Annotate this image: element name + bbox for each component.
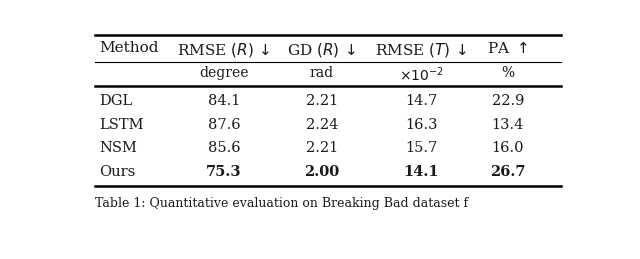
Text: DGL: DGL	[99, 94, 132, 108]
Text: 2.21: 2.21	[306, 94, 338, 108]
Text: Table 1: Quantitative evaluation on Breaking Bad dataset f: Table 1: Quantitative evaluation on Brea…	[95, 197, 468, 210]
Text: RMSE $(R)\,\downarrow$: RMSE $(R)\,\downarrow$	[177, 41, 270, 59]
Text: 26.7: 26.7	[490, 165, 525, 179]
Text: 16.0: 16.0	[492, 141, 524, 155]
Text: LSTM: LSTM	[99, 118, 143, 132]
Text: Ours: Ours	[99, 165, 135, 179]
Text: $\times 10^{-2}$: $\times 10^{-2}$	[399, 66, 444, 84]
Text: degree: degree	[199, 66, 248, 80]
Text: 85.6: 85.6	[207, 141, 240, 155]
Text: NSM: NSM	[99, 141, 137, 155]
Text: 2.21: 2.21	[306, 141, 338, 155]
Text: 2.24: 2.24	[306, 118, 338, 132]
Text: 2.00: 2.00	[304, 165, 339, 179]
Text: rad: rad	[310, 66, 334, 80]
Text: 75.3: 75.3	[206, 165, 241, 179]
Text: 16.3: 16.3	[404, 118, 437, 132]
Text: 84.1: 84.1	[207, 94, 240, 108]
Text: 14.1: 14.1	[403, 165, 439, 179]
Text: Method: Method	[99, 41, 158, 55]
Text: %: %	[501, 66, 515, 80]
Text: 14.7: 14.7	[405, 94, 437, 108]
Text: PA $\uparrow$: PA $\uparrow$	[488, 41, 528, 56]
Text: 13.4: 13.4	[492, 118, 524, 132]
Text: 22.9: 22.9	[492, 94, 524, 108]
Text: GD $(R)\,\downarrow$: GD $(R)\,\downarrow$	[287, 41, 356, 59]
Text: 15.7: 15.7	[405, 141, 437, 155]
Text: 87.6: 87.6	[207, 118, 240, 132]
Text: RMSE $(T)\,\downarrow$: RMSE $(T)\,\downarrow$	[375, 41, 467, 59]
